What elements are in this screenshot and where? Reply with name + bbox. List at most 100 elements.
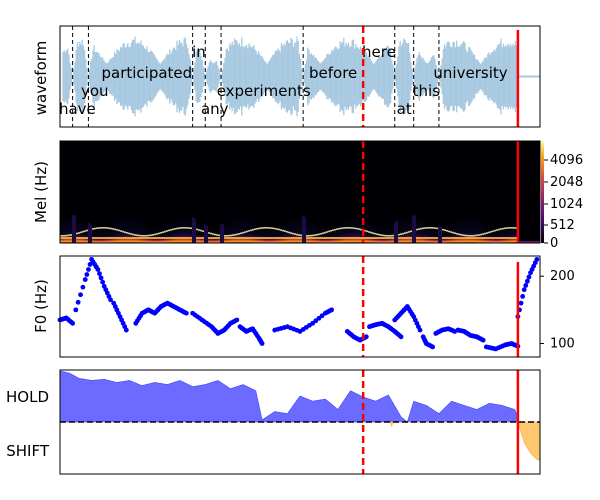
mel-harmonic — [150, 234, 152, 237]
mel-harmonic — [98, 237, 100, 239]
mel-harmonic — [100, 237, 102, 239]
mel-harmonic — [268, 237, 270, 239]
mel-column — [408, 215, 410, 243]
mel-harmonic — [138, 237, 140, 239]
mel-harmonic — [454, 232, 456, 235]
mel-harmonic — [148, 237, 150, 239]
mel-harmonic — [228, 237, 230, 239]
mel-harmonic — [322, 232, 324, 235]
mel-harmonic — [166, 237, 168, 239]
mel-column — [184, 215, 186, 243]
mel-harmonic — [316, 237, 318, 239]
mel-column — [176, 217, 178, 243]
mel-column — [120, 216, 122, 243]
mel-column — [330, 226, 332, 243]
mel-harmonic — [162, 231, 164, 234]
mel-harmonic — [272, 227, 274, 230]
mel-column — [104, 226, 106, 243]
mel-harmonic — [382, 234, 384, 237]
mel-harmonic — [292, 232, 294, 235]
mel-harmonic — [474, 237, 476, 239]
mel-column — [290, 216, 292, 243]
mel-column — [328, 226, 330, 243]
mel-column — [244, 215, 246, 243]
mel-harmonic — [284, 230, 286, 233]
mel-harmonic — [114, 237, 116, 239]
mel-harmonic — [130, 237, 132, 239]
mel-column — [132, 215, 134, 243]
mel-harmonic — [112, 237, 114, 239]
mel-column — [212, 226, 214, 243]
mel-harmonic — [262, 237, 264, 239]
mel-harmonic — [494, 229, 496, 232]
mel-harmonic — [358, 237, 360, 239]
mel-harmonic — [386, 237, 388, 239]
mel-harmonic — [242, 237, 244, 239]
mel-harmonic — [416, 228, 418, 231]
mel-harmonic — [422, 237, 424, 239]
mel-harmonic — [424, 227, 426, 229]
mel-harmonic — [450, 237, 452, 239]
mel-column — [270, 226, 272, 243]
mel-column — [108, 224, 110, 243]
mel-harmonic — [402, 232, 404, 235]
mel-column — [174, 218, 176, 243]
mel-column — [442, 226, 444, 243]
mel-harmonic — [162, 237, 164, 239]
mel-harmonic — [374, 237, 376, 239]
word-label: any — [201, 100, 229, 118]
mel-harmonic — [498, 237, 500, 239]
mel-column — [514, 217, 516, 243]
mel-column — [274, 225, 276, 243]
mel-column — [352, 215, 354, 243]
mel-harmonic — [306, 234, 308, 237]
mel-column — [472, 216, 474, 243]
mel-column — [220, 224, 222, 243]
mel-column — [306, 217, 308, 243]
mel-column — [144, 222, 146, 243]
mel-harmonic — [458, 233, 460, 236]
mel-harmonic — [376, 237, 378, 239]
mel-harmonic — [172, 237, 174, 239]
mel-column — [268, 226, 270, 243]
mel-harmonic — [488, 231, 490, 234]
mel-harmonic — [236, 233, 238, 236]
mel-column — [90, 224, 92, 243]
mel-column — [74, 215, 76, 243]
mel-column — [464, 215, 466, 243]
f0-point — [534, 256, 540, 262]
mel-harmonic — [110, 237, 112, 239]
mel-harmonic — [430, 237, 432, 239]
mel-column — [198, 221, 200, 243]
mel-column — [406, 215, 408, 243]
mel-column — [314, 222, 316, 243]
mel-tick-label: 2048 — [550, 175, 583, 190]
mel-harmonic — [172, 228, 174, 231]
mel-column — [512, 218, 514, 243]
mel-column — [172, 219, 174, 243]
mel-harmonic — [336, 237, 338, 239]
mel-column — [302, 215, 304, 243]
mel-harmonic — [264, 227, 266, 229]
mel-harmonic — [234, 234, 236, 236]
mel-harmonic — [460, 237, 462, 239]
mel-harmonic — [152, 234, 154, 236]
mel-harmonic — [148, 234, 150, 237]
mel-harmonic — [502, 227, 504, 230]
mel-floor — [517, 241, 540, 243]
mel-harmonic — [382, 237, 384, 239]
mel-harmonic — [332, 229, 334, 232]
mel-column — [404, 216, 406, 243]
mel-column — [230, 218, 232, 243]
mel-harmonic — [252, 228, 254, 231]
mel-harmonic — [418, 237, 420, 239]
mel-harmonic — [176, 227, 178, 230]
mel-harmonic — [380, 234, 382, 236]
mel-harmonic — [132, 237, 134, 239]
mel-column — [326, 226, 328, 243]
mel-column — [194, 218, 196, 243]
mel-column — [496, 226, 498, 243]
mel-column — [240, 215, 242, 243]
mel-column — [460, 216, 462, 243]
